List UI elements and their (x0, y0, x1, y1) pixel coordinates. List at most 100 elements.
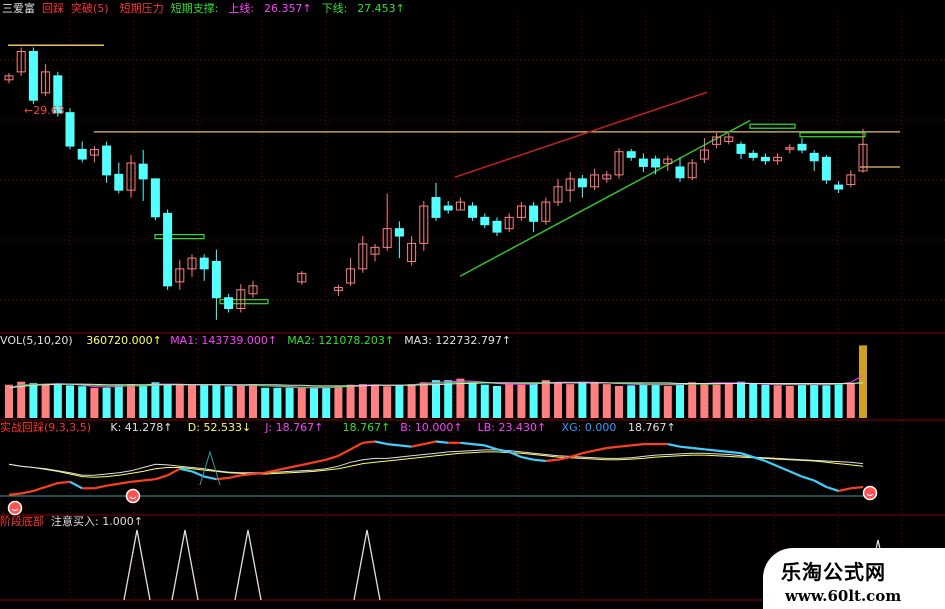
kdj-j-segment (387, 443, 400, 447)
candle-body (712, 136, 722, 145)
kdj-j-segment (521, 456, 534, 461)
volume-bar (419, 382, 428, 418)
volume-bar (114, 384, 123, 418)
kdj-j-segment (350, 441, 364, 451)
kdj-j-segment (582, 449, 595, 455)
candle-body (346, 268, 356, 284)
support-trendline (459, 119, 751, 277)
volume-bar (615, 385, 623, 418)
volume-bar (5, 384, 13, 418)
kdj-j-segment (850, 485, 864, 490)
kdj-j-segment (692, 446, 705, 451)
candle-body (468, 205, 478, 218)
volume-bar (236, 385, 245, 418)
volume-bar (834, 384, 843, 418)
candle-body (455, 201, 465, 211)
kdj-j-segment (374, 440, 388, 446)
volume-bar (712, 384, 721, 418)
volume-bar (407, 384, 416, 418)
candle-body (211, 261, 221, 299)
kdj-j-segment (191, 470, 205, 478)
kdj-j-segment (752, 456, 766, 463)
volume-bar (310, 387, 318, 418)
kdj-j-segment (557, 456, 571, 461)
candle-body (41, 71, 51, 94)
volume-bar (590, 382, 599, 418)
price-header-item: 三爱富 (2, 1, 35, 15)
kdj-j-segment (789, 470, 803, 478)
volume-bar (627, 385, 636, 418)
price-header-item: 26.357↑ (264, 2, 312, 15)
candle-body (602, 174, 612, 180)
kdj-j-segment (606, 445, 620, 450)
support-band-0 (154, 234, 205, 240)
volume-bar (90, 387, 99, 418)
candle-body (858, 143, 868, 172)
candle-body (504, 216, 514, 230)
vol-ma3-line (8, 382, 864, 389)
candle-body (77, 148, 87, 160)
kdj-j-segment (618, 444, 632, 448)
kdj-spike (199, 450, 221, 486)
candle-body (724, 136, 734, 143)
kdj-j-segment (179, 467, 193, 473)
support-band-2 (749, 123, 796, 129)
kdj-header-item: J: 18.767↑ (264, 421, 323, 434)
kdj-j-segment (289, 463, 303, 469)
kdj-j-segment (716, 449, 729, 453)
volume-bar (505, 384, 514, 418)
kdj-j-segment (826, 485, 839, 492)
kdj-j-segment (277, 466, 290, 472)
candle-body (529, 205, 539, 222)
buy-smiley-marker (7, 500, 23, 516)
volume-bar (822, 385, 831, 418)
signal-header-item: 注意买入: 1.000↑ (51, 514, 143, 528)
price-level-lines (8, 44, 900, 305)
buy-smiley-mouth (866, 493, 874, 497)
signal-spike (353, 529, 381, 601)
candle-body (126, 162, 136, 191)
candle-body (492, 220, 502, 233)
buy-smiley-mouth (129, 496, 137, 500)
kdj-j-segment (801, 475, 815, 482)
candle-body (175, 268, 185, 283)
volume-bar (493, 385, 501, 418)
candlestick-series (4, 47, 868, 320)
volume-bar (41, 384, 50, 418)
price-header-item: 回踩 (42, 2, 64, 15)
volume-bar (517, 384, 526, 418)
volume-bar (285, 387, 294, 418)
volume-bar (651, 384, 660, 418)
kdj-j-segment (143, 478, 156, 482)
volume-bar (29, 383, 38, 418)
kdj-j-segment (69, 480, 83, 490)
volume-bar (163, 384, 172, 418)
kdj-j-segment (704, 448, 717, 452)
resistance-trendline (454, 91, 708, 178)
volume-bar (798, 383, 806, 418)
volume-bar (456, 378, 465, 418)
watermark-title: 乐淘公式网 (781, 560, 886, 584)
kdj-j-segment (203, 475, 217, 481)
candle-body (651, 158, 661, 168)
price-tag-label: ←29.63 (24, 104, 65, 117)
candle-body (565, 178, 575, 191)
kdj-j-segment (337, 448, 352, 457)
kdj-j-segment (569, 452, 583, 459)
kdj-j-segment (594, 446, 608, 452)
volume-bar (578, 381, 587, 418)
kdj-header-item: 18.767↑ (343, 421, 391, 434)
volume-bar (102, 387, 111, 418)
candle-body (797, 143, 807, 151)
kdj-k-line (8, 449, 864, 476)
kdj-j-segment (8, 492, 22, 496)
kdj-j-segment (838, 487, 852, 492)
volume-bar (188, 384, 196, 418)
kdj-lines (7, 440, 878, 516)
volume-bar (688, 382, 697, 418)
volume-bar (200, 385, 209, 418)
candle-body (443, 205, 453, 211)
candle-body (785, 147, 795, 150)
signal-spike (234, 529, 262, 601)
